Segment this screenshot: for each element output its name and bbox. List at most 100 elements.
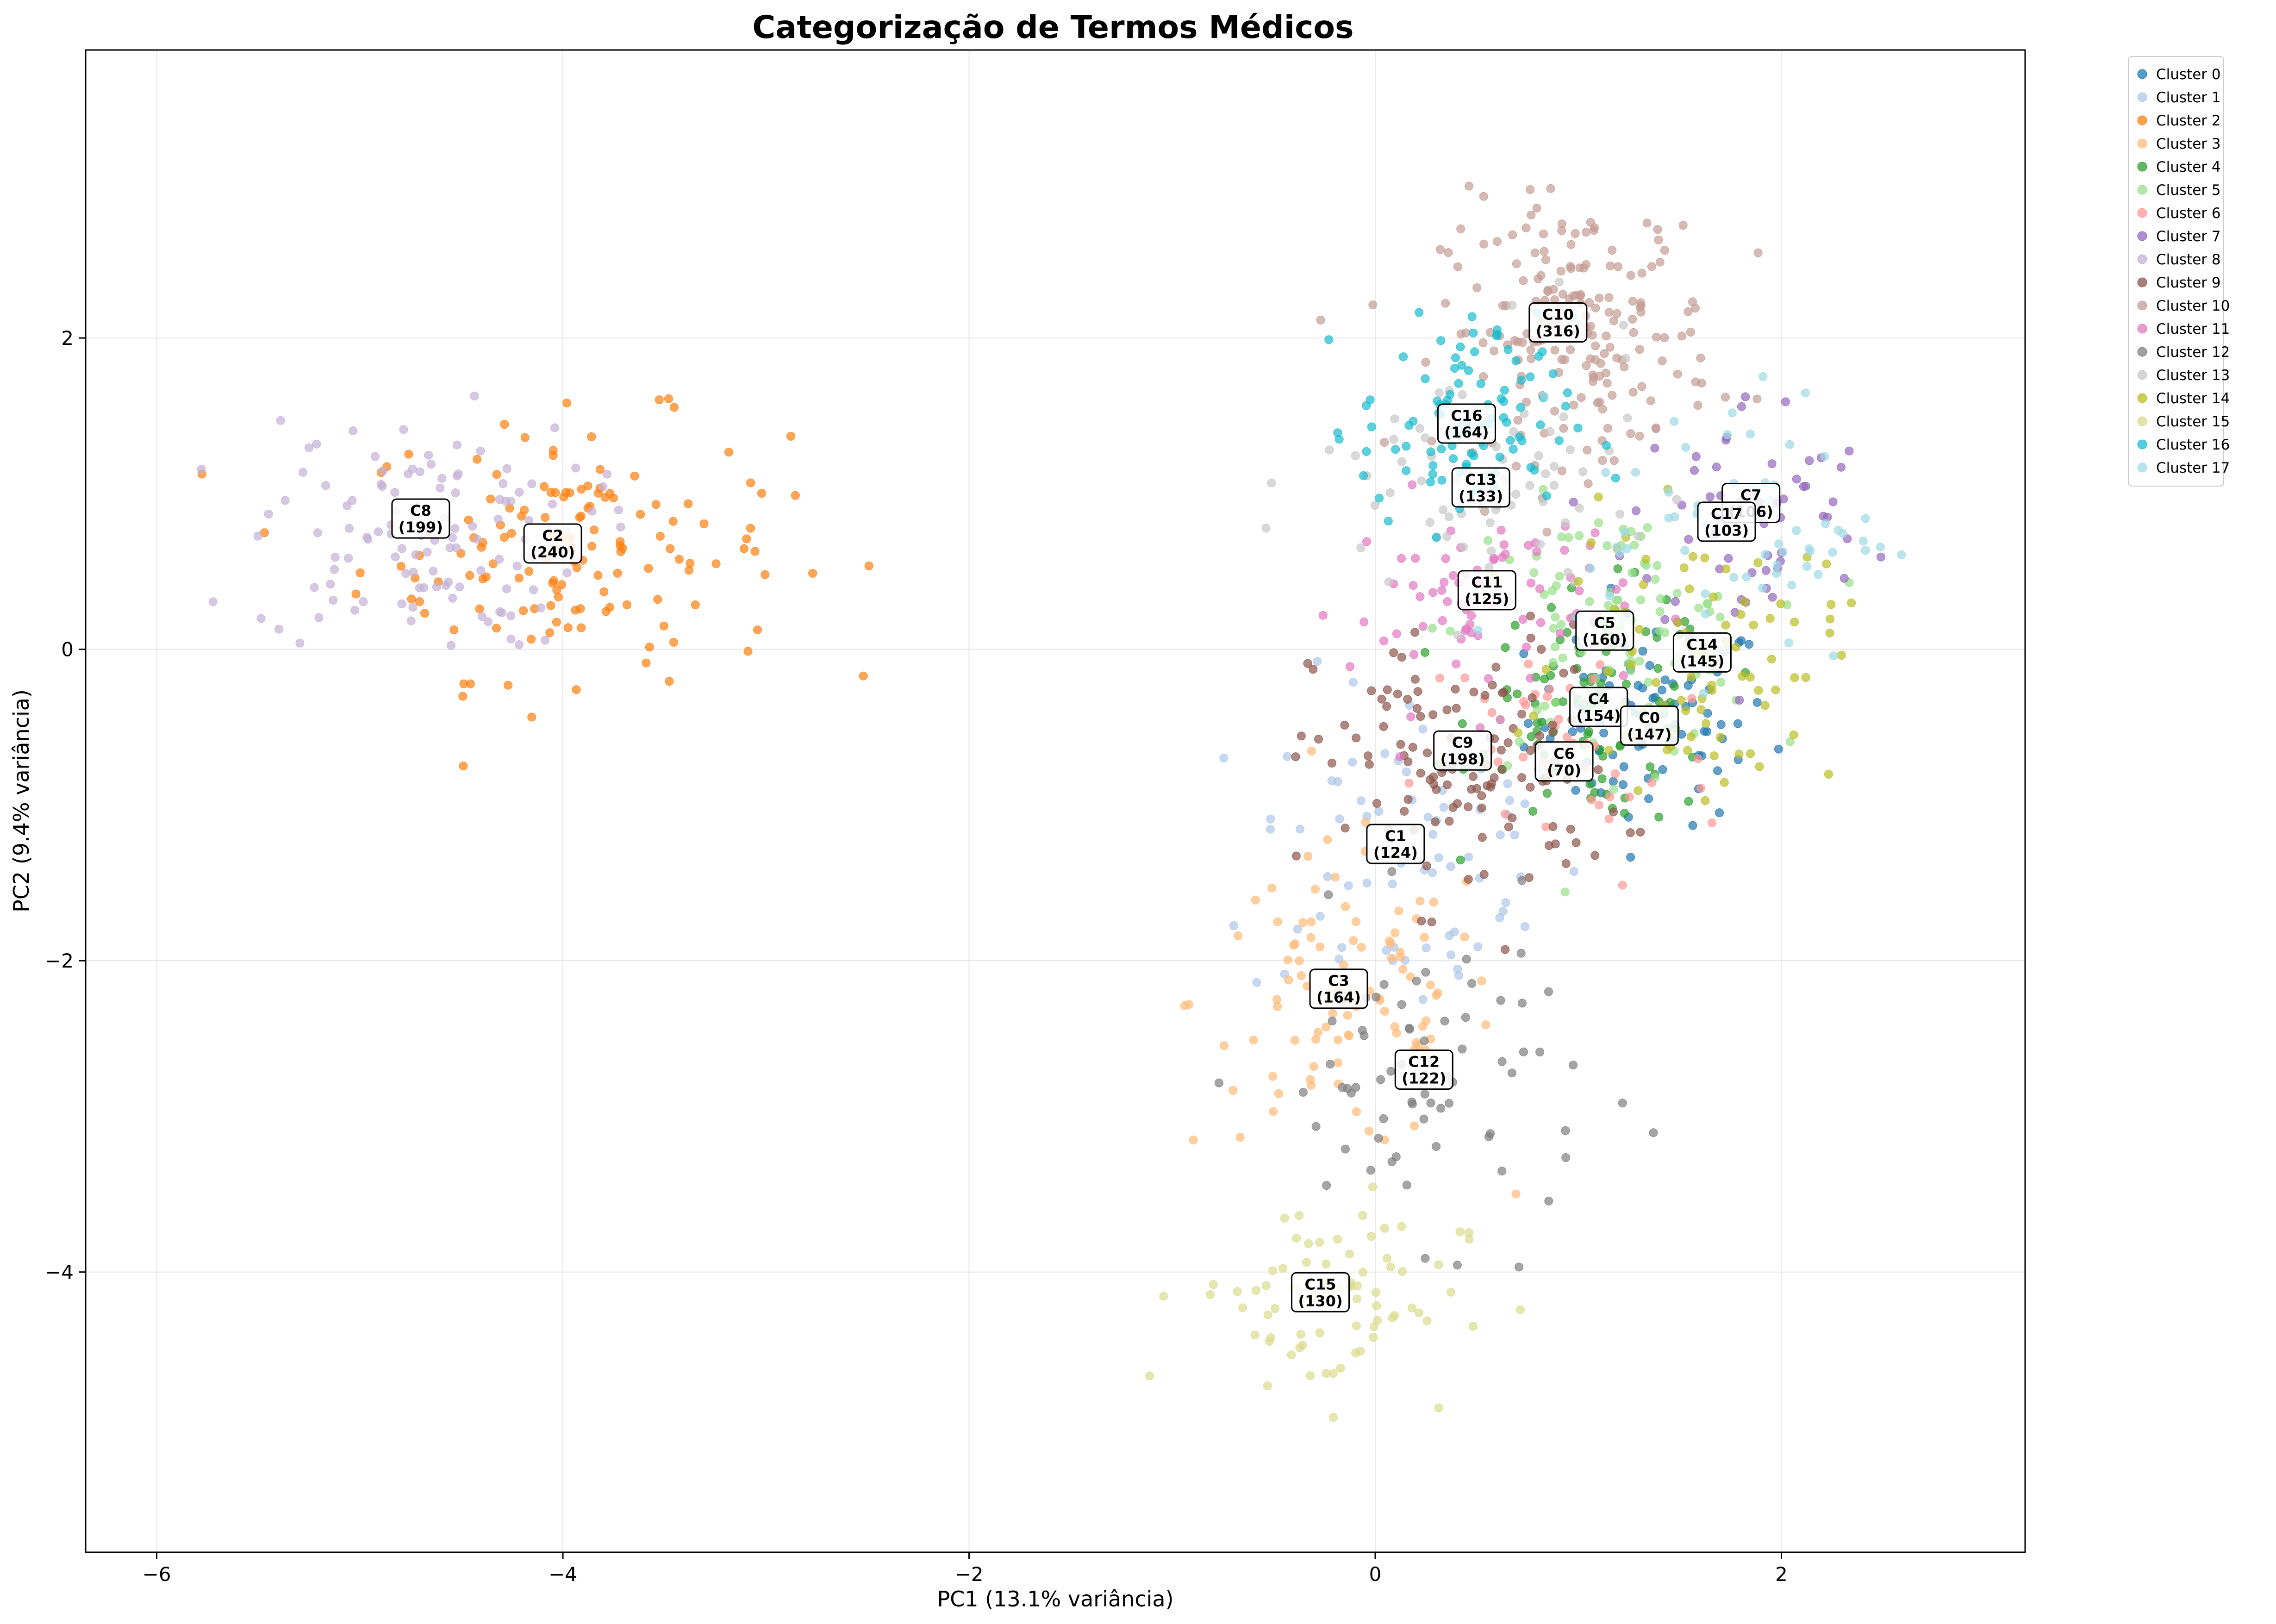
data-point	[1602, 441, 1611, 450]
legend-marker	[2137, 69, 2147, 79]
legend-entry: Cluster 11	[2137, 321, 2230, 337]
data-point	[1443, 395, 1452, 405]
data-point	[1497, 1167, 1507, 1175]
data-point	[1535, 731, 1544, 740]
data-point	[1709, 751, 1719, 761]
data-point	[451, 488, 460, 497]
data-point	[1678, 221, 1688, 230]
data-point	[1540, 247, 1549, 256]
data-point	[476, 446, 485, 456]
data-point	[371, 452, 380, 461]
data-point	[1388, 879, 1397, 888]
data-point	[1362, 447, 1371, 456]
data-point	[1628, 387, 1638, 397]
data-point	[1636, 828, 1645, 837]
data-point	[1543, 789, 1552, 798]
data-point	[1215, 1078, 1223, 1087]
data-point	[613, 568, 622, 578]
data-point	[446, 641, 455, 650]
data-point	[1307, 1081, 1316, 1090]
data-point	[330, 565, 339, 574]
data-point	[1490, 773, 1499, 782]
data-point	[1382, 702, 1391, 711]
data-point	[1660, 675, 1670, 685]
annotation-box	[391, 498, 450, 539]
legend-entry: Cluster 0	[2137, 66, 2221, 83]
data-point	[1639, 580, 1648, 589]
data-point	[1758, 372, 1768, 381]
annotation-box	[523, 523, 582, 564]
data-point	[1454, 379, 1463, 388]
data-point	[1551, 642, 1560, 651]
annotation-cluster-id: C15	[1305, 1275, 1336, 1293]
data-point	[1421, 358, 1430, 367]
data-point	[686, 559, 695, 568]
data-point	[614, 506, 623, 515]
data-point	[456, 549, 466, 558]
data-point	[1444, 1099, 1453, 1108]
data-point	[1384, 577, 1393, 587]
data-point	[642, 658, 651, 668]
data-point	[1328, 1017, 1337, 1025]
data-point	[1159, 1292, 1168, 1301]
annotation-cluster-id: C14	[1686, 636, 1718, 653]
data-point	[1709, 592, 1718, 601]
data-point	[1315, 1238, 1324, 1247]
data-point	[1802, 562, 1811, 571]
data-point	[1655, 257, 1665, 267]
data-point	[636, 510, 645, 519]
data-point	[684, 499, 693, 508]
data-point	[1496, 715, 1505, 725]
data-point	[476, 566, 486, 575]
data-point	[1861, 514, 1870, 523]
data-point	[1368, 1182, 1377, 1192]
legend-marker	[2137, 138, 2147, 149]
y-tick-label: 0	[61, 638, 74, 661]
data-point	[1634, 786, 1643, 795]
data-point	[1515, 1262, 1523, 1272]
data-point	[1389, 435, 1398, 444]
data-point	[1560, 887, 1570, 897]
data-point	[1575, 504, 1584, 513]
data-point	[1396, 948, 1405, 957]
data-point	[1470, 347, 1479, 356]
data-point	[1439, 505, 1448, 514]
data-point	[1359, 1031, 1369, 1040]
data-point	[546, 601, 555, 610]
data-point	[1380, 438, 1389, 447]
data-point	[1180, 1001, 1189, 1010]
data-point	[1404, 779, 1414, 788]
data-point	[1322, 1022, 1331, 1031]
data-point	[1575, 586, 1584, 595]
data-point	[313, 528, 322, 537]
data-point	[492, 470, 501, 479]
legend-entry: Cluster 4	[2137, 159, 2221, 175]
data-point	[1515, 432, 1524, 442]
data-point	[512, 562, 522, 571]
data-point	[1829, 651, 1838, 661]
data-point	[1550, 345, 1559, 355]
data-point	[448, 593, 457, 603]
data-point	[1343, 1084, 1352, 1093]
data-point	[1447, 950, 1455, 960]
data-point	[1541, 469, 1550, 478]
legend-marker	[2137, 115, 2147, 125]
data-point	[1535, 1048, 1545, 1056]
data-point	[475, 604, 484, 613]
data-point	[1309, 1062, 1318, 1071]
data-point	[1399, 352, 1408, 362]
data-point	[1406, 712, 1415, 721]
data-point	[1609, 785, 1618, 794]
data-point	[1524, 719, 1533, 728]
data-point	[420, 609, 429, 618]
data-point	[1462, 460, 1471, 469]
data-point	[1432, 1142, 1441, 1151]
data-point	[1517, 999, 1527, 1008]
data-point	[1560, 546, 1569, 555]
data-point	[590, 525, 599, 535]
data-point	[1650, 443, 1659, 453]
data-point	[478, 612, 487, 621]
data-point	[1604, 814, 1614, 824]
data-point	[1660, 628, 1670, 637]
data-point	[668, 517, 678, 526]
